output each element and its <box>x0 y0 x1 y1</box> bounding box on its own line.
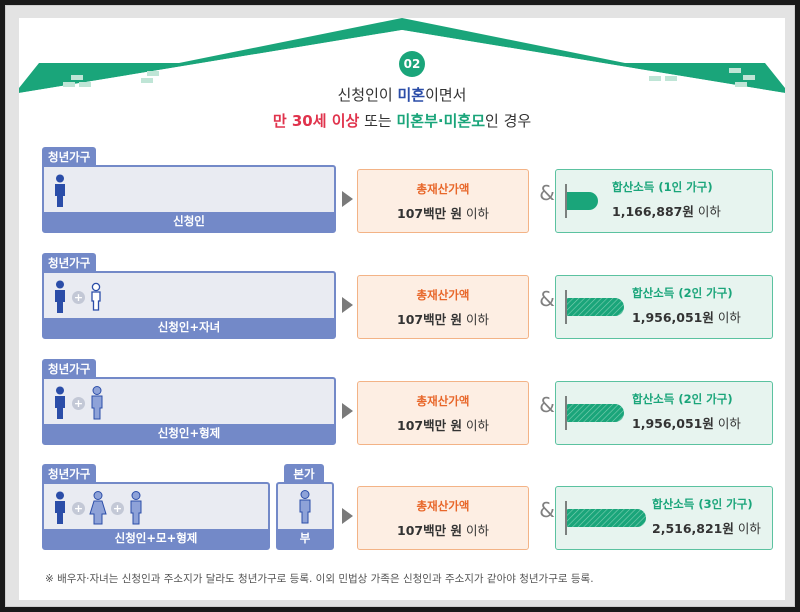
income-caption: 합산소득 (2인 가구) <box>632 286 733 300</box>
member-icons: + <box>52 384 105 422</box>
income-box: 합산소득 (2인 가구) 1,956,051원 이하 <box>555 275 773 339</box>
assets-box: 총재산가액 107백만 원 이하 <box>357 486 529 550</box>
assets-caption: 총재산가액 <box>416 499 470 513</box>
income-caption: 합산소득 (2인 가구) <box>632 392 733 406</box>
assets-value: 107백만 원 이하 <box>397 312 489 327</box>
income-bar <box>565 290 624 324</box>
highlight-single-parent: 미혼부·미혼모 <box>396 112 486 130</box>
household-tag: 청년가구 <box>42 464 97 484</box>
household-label: 신청인+형제 <box>44 424 334 443</box>
household-tag: 청년가구 <box>42 147 97 167</box>
arrow-right-icon <box>342 191 353 207</box>
household-label: 신청인+자녀 <box>44 318 334 337</box>
assets-value: 107백만 원 이하 <box>397 523 489 538</box>
household-row-2: 청년가구 + 신청인+자녀 총재산가액 107백만 원 이하 & 합산소득 (2… <box>19 253 785 341</box>
income-box: 합산소득 (1인 가구) 1,166,887원 이하 <box>555 169 773 233</box>
income-bar <box>565 184 598 218</box>
household-label: 신청인+모+형제 <box>44 529 268 548</box>
ampersand-icon: & <box>539 498 555 522</box>
plus-icon: + <box>72 290 85 304</box>
ampersand-icon: & <box>539 393 555 417</box>
income-bar <box>565 501 646 535</box>
income-text: 합산소득 (3인 가구) 2,516,821원 이하 <box>652 496 761 537</box>
income-value: 2,516,821원 이하 <box>652 521 761 536</box>
arrow-right-icon <box>342 297 353 313</box>
income-value: 1,956,051원 이하 <box>632 416 741 431</box>
household-box: + 신청인+형제 <box>42 377 336 445</box>
footnote: ※ 배우자·자녀는 신청인과 주소지가 달라도 청년가구로 등록. 이외 민법상… <box>45 573 594 585</box>
assets-box: 총재산가액 107백만 원 이하 <box>357 381 529 445</box>
member-icons: + <box>52 278 103 316</box>
household-row-4: 청년가구 + + 신청인+모+형제 본가 부 총재산가액 107백만 원 이하 <box>19 464 785 552</box>
assets-caption: 총재산가액 <box>416 288 470 302</box>
household-row-1: 청년가구 신청인 총재산가액 107백만 원 이하 & 합산소득 (1인 가구)… <box>19 147 785 235</box>
ampersand-icon: & <box>539 181 555 205</box>
income-value: 1,166,887원 이하 <box>612 204 721 219</box>
assets-box: 총재산가액 107백만 원 이하 <box>357 275 529 339</box>
member-icons: + + <box>52 489 144 527</box>
plus-icon: + <box>72 501 85 515</box>
income-box: 합산소득 (3인 가구) 2,516,821원 이하 <box>555 486 773 550</box>
infographic-panel: 02 신청인이 미혼이면서 만 30세 이상 또는 미혼부·미혼모인 경우 청년… <box>19 18 785 600</box>
income-text: 합산소득 (2인 가구) 1,956,051원 이하 <box>632 285 741 326</box>
adult-person-icon <box>55 491 65 524</box>
sibling-icon <box>91 386 103 420</box>
income-caption: 합산소득 (1인 가구) <box>612 180 713 194</box>
house-roof <box>19 18 785 128</box>
ampersand-icon: & <box>539 287 555 311</box>
household-row-3: 청년가구 + 신청인+형제 총재산가액 107백만 원 이하 & 합산소득 (2… <box>19 359 785 447</box>
arrow-right-icon <box>342 403 353 419</box>
father-icon <box>299 490 311 524</box>
household-box: 신청인 <box>42 165 336 233</box>
assets-caption: 총재산가액 <box>416 182 470 196</box>
household-tag: 청년가구 <box>42 253 97 273</box>
step-badge: 02 <box>399 51 425 77</box>
household-box: + + 신청인+모+형제 <box>42 482 270 550</box>
child-icon <box>91 282 101 311</box>
income-box: 합산소득 (2인 가구) 1,956,051원 이하 <box>555 381 773 445</box>
family-home-box: 부 <box>276 482 334 550</box>
assets-box: 총재산가액 107백만 원 이하 <box>357 169 529 233</box>
mother-icon <box>89 491 107 525</box>
frame: 02 신청인이 미혼이면서 만 30세 이상 또는 미혼부·미혼모인 경우 청년… <box>5 5 795 607</box>
plus-icon: + <box>111 501 124 515</box>
income-text: 합산소득 (1인 가구) 1,166,887원 이하 <box>612 179 721 220</box>
adult-person-icon <box>55 386 65 419</box>
arrow-right-icon <box>342 508 353 524</box>
headline-line-1: 신청인이 미혼이면서 <box>337 86 467 104</box>
sibling-icon <box>130 491 142 525</box>
income-caption: 합산소득 (3인 가구) <box>652 497 753 511</box>
member-icons <box>52 172 68 210</box>
income-text: 합산소득 (2인 가구) 1,956,051원 이하 <box>632 391 741 432</box>
adult-person-icon <box>55 280 65 313</box>
assets-value: 107백만 원 이하 <box>397 418 489 433</box>
family-home-tag: 본가 <box>284 464 324 484</box>
household-box: + 신청인+자녀 <box>42 271 336 339</box>
assets-value: 107백만 원 이하 <box>397 206 489 221</box>
plus-icon: + <box>72 396 85 410</box>
adult-person-icon <box>55 174 65 207</box>
household-tag: 청년가구 <box>42 359 97 379</box>
family-home-label: 부 <box>278 529 332 548</box>
income-bar <box>565 396 624 430</box>
highlight-unmarried: 미혼 <box>397 86 426 104</box>
headline-line-2: 만 30세 이상 또는 미혼부·미혼모인 경우 <box>272 112 532 130</box>
highlight-age: 만 30세 이상 <box>272 112 360 130</box>
assets-caption: 총재산가액 <box>416 394 470 408</box>
household-label: 신청인 <box>44 212 334 231</box>
income-value: 1,956,051원 이하 <box>632 310 741 325</box>
